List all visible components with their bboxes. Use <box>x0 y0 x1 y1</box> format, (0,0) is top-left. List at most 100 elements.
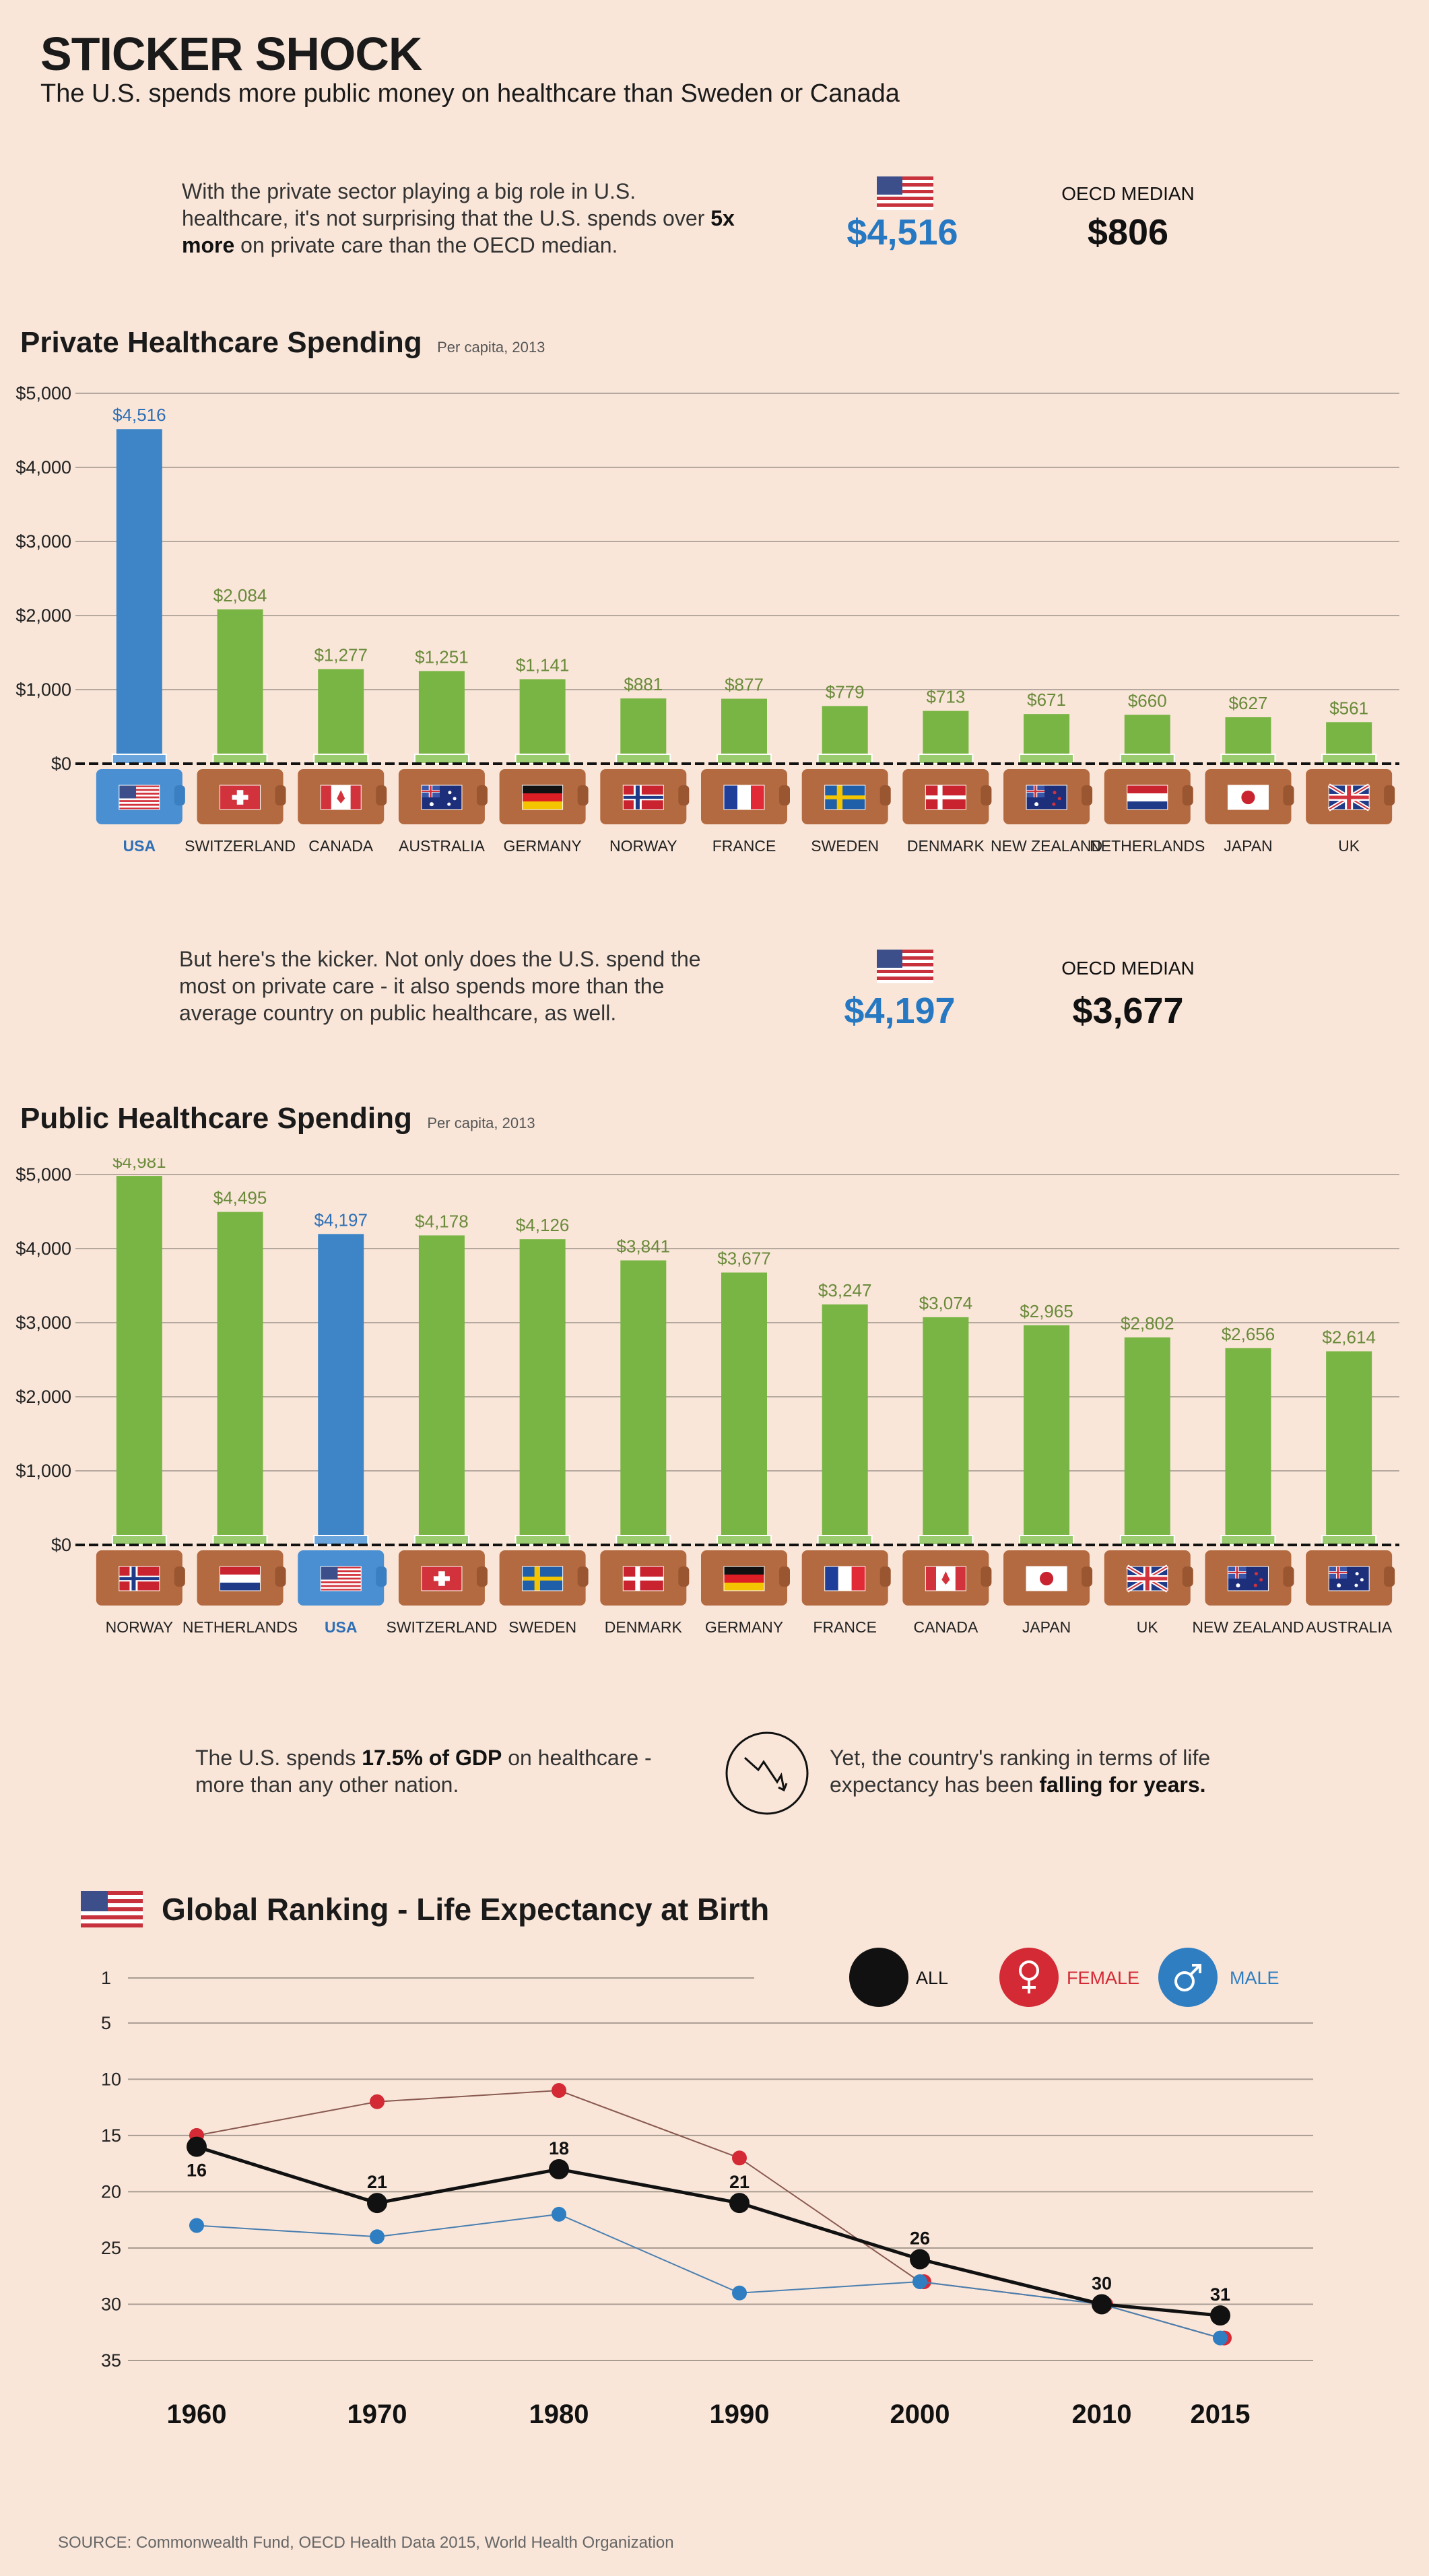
bill-stack <box>514 754 570 764</box>
flag-part <box>429 802 434 807</box>
flag-part <box>623 1577 664 1581</box>
y-tick-label: $3,000 <box>15 531 71 552</box>
flag-part <box>1253 1583 1257 1587</box>
flag-border <box>1328 1566 1370 1591</box>
x-tick-label: 1990 <box>710 2400 770 2429</box>
data-point <box>910 2249 930 2270</box>
flag-new-zealand-icon <box>1227 1566 1269 1591</box>
bar <box>620 1260 667 1545</box>
data-label: $881 <box>624 674 663 694</box>
wallet-clasp <box>174 785 185 805</box>
flag-part <box>724 1566 764 1575</box>
flag-border <box>220 785 261 810</box>
flag-france-icon <box>723 785 765 810</box>
bar <box>1124 1337 1170 1545</box>
category-label: AUSTRALIA <box>399 837 485 855</box>
flag-part <box>522 793 563 801</box>
category-label: UK <box>1137 1618 1159 1636</box>
bar <box>822 1304 868 1545</box>
data-point <box>1210 2305 1230 2326</box>
y-tick-label: 20 <box>101 2181 121 2202</box>
data-label: $4,495 <box>213 1188 267 1208</box>
public-chart-title: Public Healthcare Spending <box>20 1102 412 1135</box>
wallet-clasp <box>879 785 891 805</box>
y-tick-label: $5,000 <box>15 383 71 403</box>
flag-part <box>220 1566 261 1575</box>
flag-sweden-icon <box>522 1566 564 1591</box>
data-point <box>370 2094 385 2109</box>
flag-part <box>429 785 432 797</box>
category-label: DENMARK <box>605 1618 683 1636</box>
flag-sweden-icon <box>824 785 866 810</box>
gdp-callout-after: on healthcare - more than any other nati… <box>195 1746 652 1797</box>
flag-part <box>941 1571 950 1585</box>
data-point <box>1213 2330 1228 2346</box>
bill-stack <box>1321 1535 1377 1546</box>
flag-part <box>724 1583 764 1591</box>
category-label: CANADA <box>308 837 374 855</box>
category-label: NETHERLANDS <box>182 1618 298 1636</box>
y-tick-label: $1,000 <box>15 1461 71 1481</box>
public-callout-text: But here's the kicker. Not only does the… <box>179 947 701 1025</box>
data-label: $3,677 <box>717 1249 771 1269</box>
flag-norway-icon <box>622 785 664 810</box>
wallet-clasp <box>577 785 589 805</box>
gdp-callout-text: The U.S. spends 17.5% of GDP on healthca… <box>195 1744 667 1798</box>
male-symbol-icon <box>1192 1964 1201 1973</box>
flag-part <box>1254 1572 1258 1576</box>
public-chart-heading: Public Healthcare Spending Per capita, 2… <box>20 1102 535 1135</box>
data-label: $561 <box>1329 698 1368 718</box>
data-label: 16 <box>187 2160 207 2181</box>
bar <box>1024 1325 1070 1545</box>
flag-part <box>321 1570 362 1573</box>
category-label: GERMANY <box>705 1618 783 1636</box>
flag-border <box>522 785 564 810</box>
flag-border <box>1328 785 1370 810</box>
x-tick-label: 2015 <box>1191 2400 1251 2429</box>
private-us-value: $4,516 <box>846 212 958 253</box>
category-label: CANADA <box>913 1618 978 1636</box>
flag-part <box>838 1566 852 1591</box>
data-label: $671 <box>1027 690 1066 710</box>
wallet-clasp <box>376 1566 387 1587</box>
bill-stack <box>413 1535 469 1546</box>
wallet-clasp <box>678 785 690 805</box>
x-tick-label: 2010 <box>1072 2400 1132 2429</box>
category-label: UK <box>1338 837 1360 855</box>
category-label: NORWAY <box>609 837 677 855</box>
series-line <box>196 2213 1221 2339</box>
private-callout-before: With the private sector playing a big ro… <box>182 179 711 230</box>
bar <box>116 1176 162 1545</box>
flag-border <box>320 785 362 810</box>
page-subtitle: The U.S. spends more public money on hea… <box>40 79 900 108</box>
wallet-clasp <box>476 785 488 805</box>
flag-part <box>119 785 160 787</box>
flag-part <box>1034 802 1039 807</box>
bill-stack <box>212 1535 268 1546</box>
data-label: $3,841 <box>617 1236 671 1256</box>
bill-stack <box>111 754 167 764</box>
y-tick-label: $3,000 <box>15 1313 71 1333</box>
data-point <box>367 2193 387 2214</box>
flag-part <box>1127 801 1168 810</box>
flag-netherlands-icon <box>220 1566 261 1591</box>
data-label: $1,251 <box>415 647 469 667</box>
category-label: SWEDEN <box>508 1618 576 1636</box>
bill-stack <box>1019 1535 1075 1546</box>
flag-uk-icon <box>1126 1564 1169 1593</box>
wallet-clasp <box>981 1566 992 1587</box>
flag-japan-icon <box>1026 1566 1067 1591</box>
flag-part <box>321 1574 362 1576</box>
life-chart-title: Global Ranking - Life Expectancy at Birt… <box>162 1892 770 1927</box>
flag-part <box>1127 793 1168 801</box>
data-label: 30 <box>1092 2273 1112 2293</box>
x-tick-label: 2000 <box>890 2400 950 2429</box>
private-chart-subtitle: Per capita, 2013 <box>437 339 545 356</box>
wallet-clasp <box>174 1566 185 1587</box>
flag-border <box>1127 1566 1168 1591</box>
data-label: 21 <box>729 2172 750 2192</box>
flag-part <box>522 1577 563 1581</box>
life-callout-text: Yet, the country's ranking in terms of l… <box>830 1744 1301 1798</box>
